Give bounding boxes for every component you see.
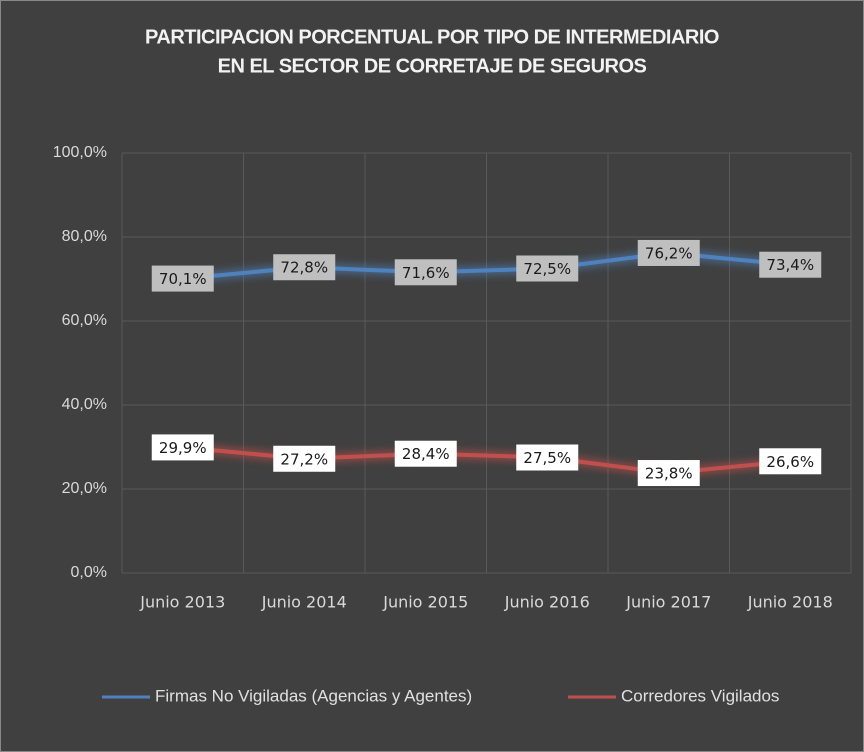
data-label-box (394, 259, 457, 286)
chart-title: PARTICIPACION PORCENTUAL POR TIPO DE INT… (145, 26, 719, 48)
data-label-box (394, 440, 457, 467)
data-label-box (151, 434, 214, 461)
y-tick-label: 0,0% (71, 564, 107, 581)
data-label: 71,6% (402, 264, 450, 282)
data-label-box (637, 239, 700, 266)
y-tick-label: 60,0% (62, 312, 107, 329)
data-label-box (516, 255, 579, 282)
x-tick-label: Junio 2013 (139, 593, 225, 612)
legend-label: Firmas No Vigiladas (Agencias y Agentes) (155, 686, 472, 705)
x-tick-label: Junio 2014 (261, 593, 347, 612)
data-label: 29,9% (159, 439, 207, 457)
data-label-box (273, 254, 336, 281)
data-label: 70,1% (159, 270, 207, 288)
data-label-box (759, 448, 822, 475)
data-label-box (516, 444, 579, 471)
data-label-box (151, 265, 214, 292)
data-label: 23,8% (645, 465, 693, 483)
data-label: 28,4% (402, 445, 450, 463)
data-label: 72,8% (280, 259, 328, 277)
y-tick-label: 20,0% (62, 480, 107, 497)
y-tick-label: 100,0% (53, 144, 107, 161)
x-tick-label: Junio 2016 (504, 593, 590, 612)
chart-title: EN EL SECTOR DE CORRETAJE DE SEGUROS (218, 55, 647, 77)
legend-label: Corredores Vigilados (621, 686, 779, 705)
x-tick-label: Junio 2015 (382, 593, 468, 612)
data-label: 76,2% (645, 244, 693, 262)
data-label: 73,4% (766, 256, 814, 274)
data-label: 72,5% (523, 260, 571, 278)
data-label-box (637, 460, 700, 487)
data-label-box (273, 445, 336, 472)
x-tick-label: Junio 2017 (625, 593, 711, 612)
data-label: 27,2% (280, 450, 328, 468)
x-tick-label: Junio 2018 (747, 593, 833, 612)
y-tick-label: 40,0% (62, 396, 107, 413)
y-tick-label: 80,0% (62, 228, 107, 245)
data-label: 27,5% (523, 449, 571, 467)
data-label: 26,6% (766, 453, 814, 471)
data-label-box (759, 251, 822, 278)
